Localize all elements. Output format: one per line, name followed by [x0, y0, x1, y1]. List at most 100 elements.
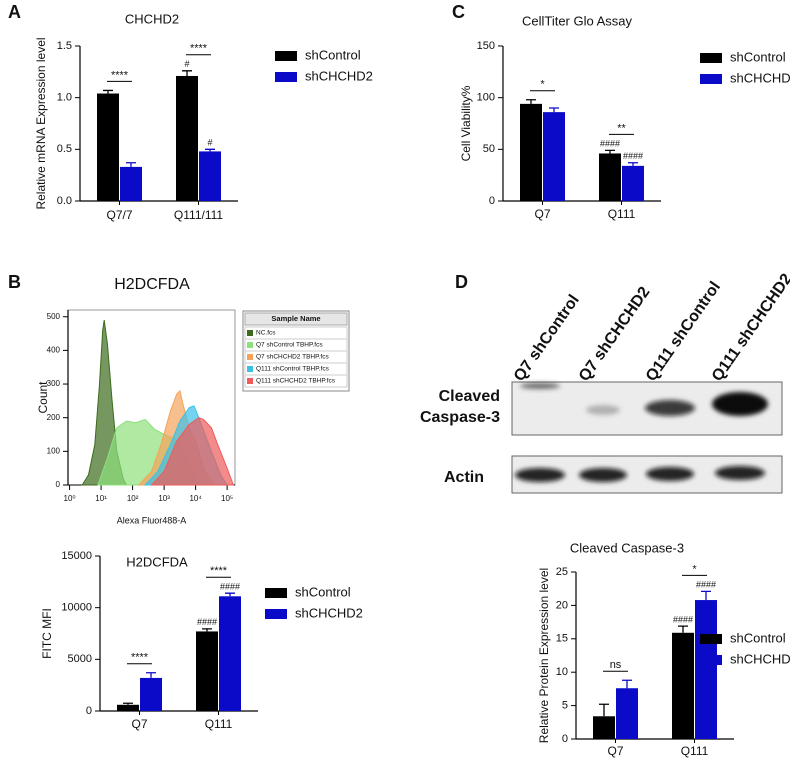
y-tick-label: 10000	[61, 602, 92, 614]
bracket-label: ****	[210, 565, 228, 577]
error-bar	[182, 70, 192, 76]
row-label: Actin	[444, 469, 484, 486]
bracket-label: *	[540, 79, 545, 91]
legend-swatch	[247, 378, 253, 384]
bracket-label: ns	[610, 659, 622, 671]
legend-label: shControl	[305, 47, 361, 62]
legend-label: shControl	[295, 584, 351, 599]
chart-title: CHCHD2	[125, 11, 179, 26]
band	[646, 467, 694, 481]
y-tick-label: 5000	[68, 653, 92, 665]
legend-label: NC.fcs	[256, 330, 276, 337]
panel-label: D	[455, 272, 468, 292]
bar	[616, 688, 638, 739]
band	[715, 466, 765, 480]
y-tick-label: 500	[47, 312, 61, 321]
error-bar	[123, 702, 133, 705]
bar	[140, 677, 162, 711]
y-tick-label: 100	[477, 92, 495, 104]
significance-note: #	[207, 138, 212, 148]
significance-note: ####	[600, 139, 620, 149]
legend-swatch	[700, 53, 722, 63]
error-bar	[205, 148, 215, 152]
x-tick-label: 10⁰	[64, 494, 76, 503]
y-tick-label: 400	[47, 345, 61, 354]
x-tick-label: Q7	[534, 207, 550, 221]
y-tick-label: 50	[483, 143, 495, 155]
y-tick-label: 10	[556, 666, 568, 678]
row-label: Cleaved	[439, 388, 500, 405]
y-tick-label: 0	[562, 733, 568, 745]
panel-label: B	[8, 272, 21, 292]
x-tick-label: Q7	[607, 744, 623, 758]
bar	[520, 103, 542, 201]
bar-chart: H2DCFDA 0 5000 10000 15000 FITC MFI Q7 **** Q111…	[40, 550, 363, 731]
bar	[196, 631, 218, 711]
bar	[695, 600, 717, 739]
error-bar	[599, 703, 609, 717]
flow-histogram: H2DCFDA 0 100 200 300 400 500 Count 10⁰ 10¹ 10² 10³…	[36, 276, 350, 525]
legend-swatch	[247, 366, 253, 372]
bar-chart: CellTiter Glo Assay 0 50 100 150 Cell Viabili…	[459, 13, 790, 221]
x-tick-label: Q7/7	[106, 208, 132, 222]
legend-label: shControl	[730, 49, 786, 64]
y-tick-label: 300	[47, 379, 61, 388]
legend-swatch	[700, 655, 722, 665]
chart-title: Cleaved Caspase-3	[570, 540, 684, 555]
y-tick-label: 15	[556, 633, 568, 645]
significance-note: ####	[623, 151, 643, 161]
error-bar	[146, 672, 156, 678]
error-bar	[202, 628, 212, 632]
band	[520, 383, 560, 389]
y-tick-label: 25	[556, 566, 568, 578]
legend-swatch	[700, 634, 722, 644]
y-axis-label: Relative Protein Expression level	[537, 568, 551, 743]
lane-label: Q111 shControl	[643, 279, 724, 385]
row-label: Caspase-3	[420, 409, 500, 426]
error-bar	[605, 149, 615, 154]
bar-chart: CHCHD2 0.0 0.5 1.0 1.5 Relative mRNA Expressi…	[34, 11, 373, 222]
bar	[672, 632, 694, 739]
legend-label: shCHCHD2	[730, 70, 790, 85]
chart-title: H2DCFDA	[114, 276, 190, 293]
bracket-label: *	[692, 563, 697, 575]
legend-label: Q7 shControl TBHP.fcs	[256, 342, 323, 349]
panel-label: A	[8, 2, 21, 22]
bar	[622, 165, 644, 201]
y-tick-label: 100	[47, 446, 61, 455]
error-bar	[549, 107, 559, 113]
bar	[199, 151, 221, 201]
legend-label: shCHCHD2	[295, 605, 363, 620]
y-tick-label: 200	[47, 413, 61, 422]
significance-note: ####	[197, 617, 217, 627]
bar	[593, 716, 615, 739]
error-bar	[225, 592, 235, 597]
y-tick-label: 5	[562, 700, 568, 712]
legend-label: shCHCHD2	[305, 68, 373, 83]
bracket-label: **	[617, 122, 626, 134]
y-tick-label: 0	[56, 480, 61, 489]
western-blot: Q7 shControl Q7 shCHCHD2 Q111 shControl …	[420, 271, 790, 494]
y-tick-label: 0.5	[57, 143, 72, 155]
chart-title: H2DCFDA	[126, 554, 188, 569]
bar	[219, 596, 241, 711]
band	[645, 400, 695, 416]
y-tick-label: 0	[489, 195, 495, 207]
legend-swatch	[247, 354, 253, 360]
bar	[599, 153, 621, 201]
error-bar	[526, 99, 536, 104]
y-axis-label: Count	[36, 381, 50, 414]
bar	[117, 704, 139, 711]
bar	[176, 75, 198, 201]
legend-label: Q111 shCHCHD2 TBHP.fcs	[256, 378, 336, 385]
error-bar	[701, 590, 711, 601]
x-tick-label: Q111	[205, 717, 233, 731]
legend-label: shControl	[730, 630, 786, 645]
bar	[543, 112, 565, 201]
significance-note: ####	[673, 614, 693, 624]
x-tick-label: Q7	[131, 717, 147, 731]
x-tick-label: 10⁴	[189, 494, 202, 503]
bracket-label: ****	[111, 69, 129, 81]
legend-swatch	[275, 51, 297, 61]
